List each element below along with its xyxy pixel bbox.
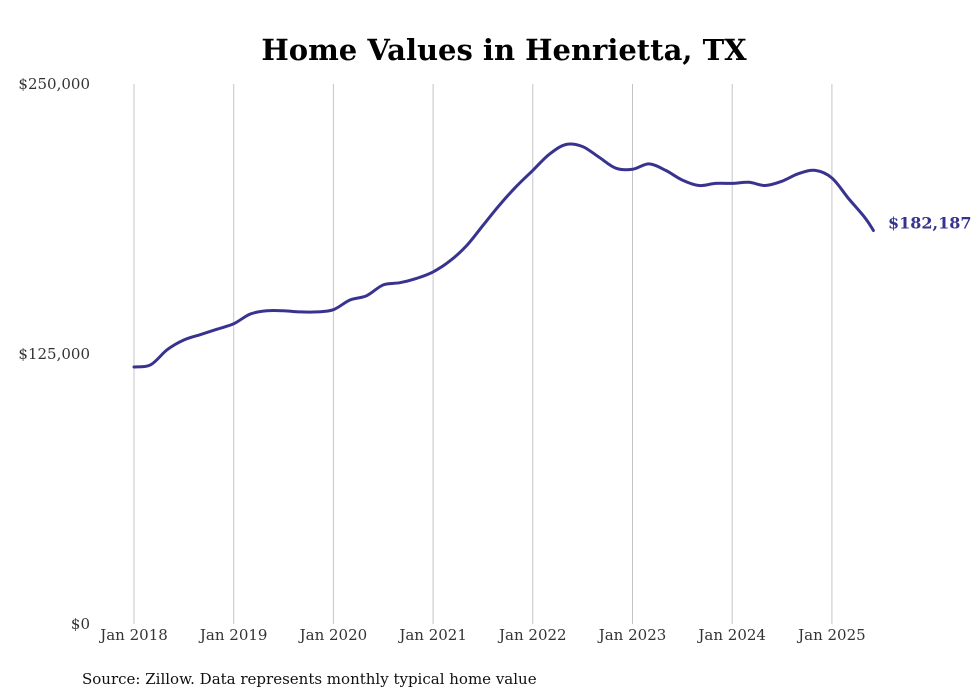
x-tick-label: Jan 2025 <box>796 626 866 644</box>
x-axis-tick-labels: Jan 2018 Jan 2019 Jan 2020 Jan 2021 Jan 2022… <box>98 626 865 644</box>
y-tick-label: $0 <box>71 615 90 633</box>
y-axis-tick-labels: $250,000 $125,000 $0 <box>18 75 90 633</box>
x-tick-label: Jan 2023 <box>597 626 667 644</box>
y-tick-label: $250,000 <box>18 75 90 93</box>
x-tick-label: Jan 2019 <box>198 626 268 644</box>
x-tick-label: Jan 2021 <box>397 626 467 644</box>
source-note: Source: Zillow. Data represents monthly … <box>82 670 537 688</box>
latest-value-label: $182,187 <box>888 214 972 233</box>
x-tick-label: Jan 2020 <box>298 626 368 644</box>
grid-lines <box>133 84 833 624</box>
x-tick-label: Jan 2022 <box>497 626 567 644</box>
chart-title: Home Values in Henrietta, TX <box>261 33 747 67</box>
x-tick-label: Jan 2018 <box>98 626 168 644</box>
y-tick-label: $125,000 <box>18 345 90 363</box>
x-tick-label: Jan 2024 <box>696 626 766 644</box>
home-value-line <box>132 142 875 369</box>
